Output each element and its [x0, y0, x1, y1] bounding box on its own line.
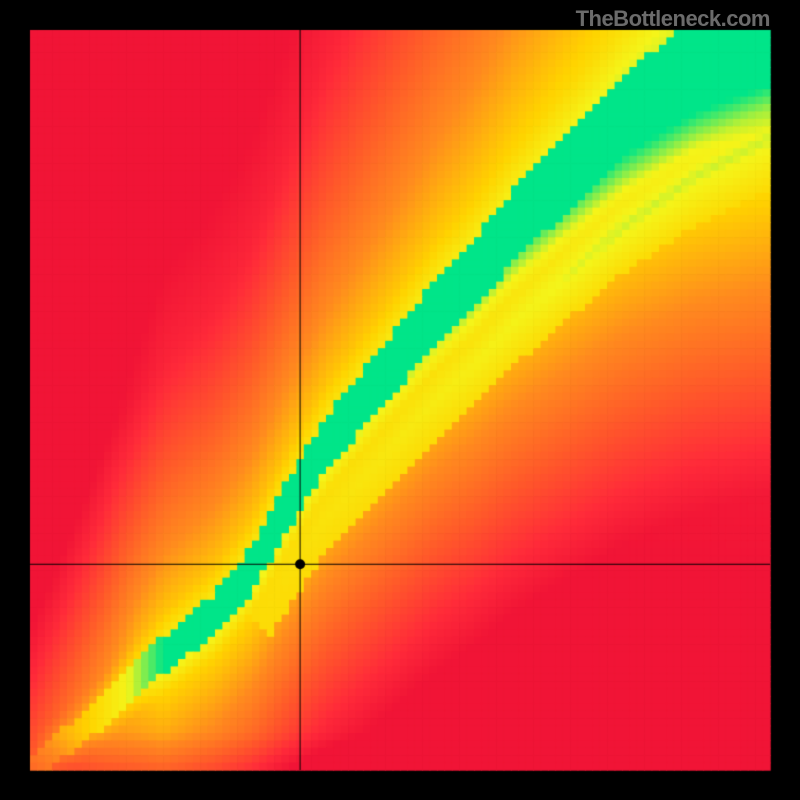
watermark-text: TheBottleneck.com	[576, 6, 770, 32]
chart-container: TheBottleneck.com	[0, 0, 800, 800]
bottleneck-heatmap	[0, 0, 800, 800]
